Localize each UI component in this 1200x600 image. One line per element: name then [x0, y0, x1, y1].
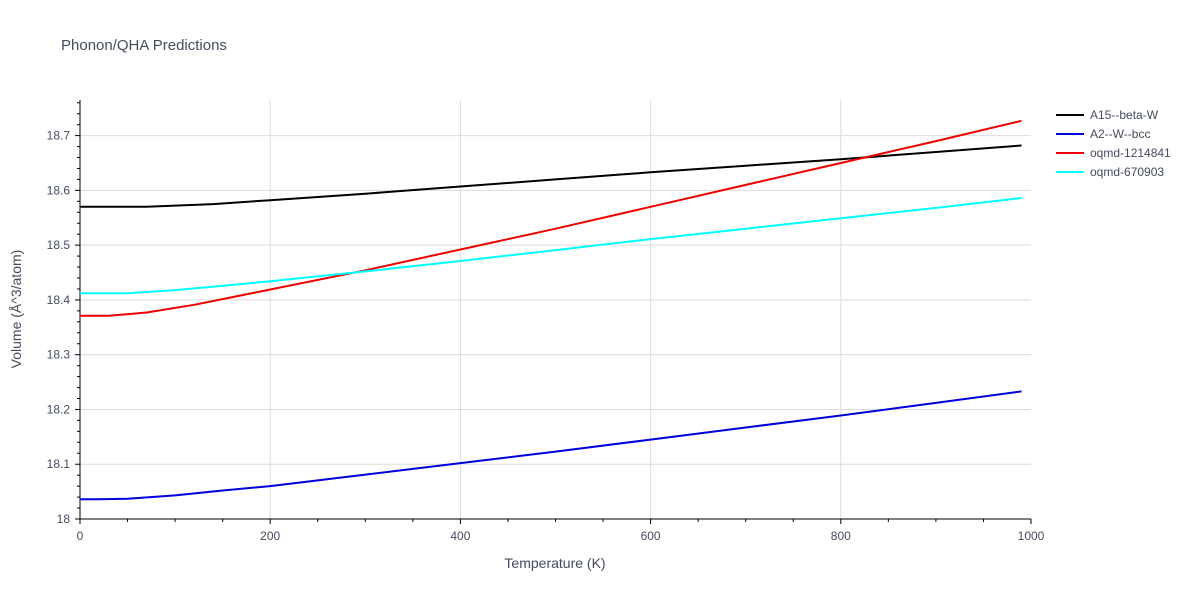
y-tick-label: 18.2	[47, 402, 71, 416]
y-tick-label: 18.4	[47, 293, 71, 307]
x-axis-ticks: 0 200 400 600 800 1000	[77, 519, 1045, 543]
x-tick-label: 200	[260, 529, 280, 543]
series-line-A15--beta-W	[80, 144, 1022, 208]
legend-item-label: oqmd-1214841	[1090, 146, 1171, 160]
series-line-oqmd-1214841	[80, 119, 1022, 317]
x-axis-title: Temperature (K)	[504, 555, 605, 571]
y-tick-label: 18	[57, 512, 71, 526]
y-tick-label: 18.1	[47, 457, 71, 471]
series-lines	[80, 119, 1022, 501]
series-line-A2--W--bcc	[80, 390, 1022, 501]
y-tick-label: 18.3	[47, 348, 71, 362]
x-tick-label: 1000	[1018, 529, 1045, 543]
x-tick-label: 400	[450, 529, 470, 543]
chart-title: Phonon/QHA Predictions	[61, 37, 227, 54]
legend-item-label: A15--beta-W	[1090, 108, 1159, 122]
y-axis-title: Volume (Å^3/atom)	[8, 250, 24, 369]
x-tick-label: 0	[77, 529, 84, 543]
x-tick-label: 800	[831, 529, 851, 543]
legend-item-label: A2--W--bcc	[1090, 127, 1150, 141]
legend[interactable]: A15--beta-W A2--W--bcc oqmd-1214841 oqmd-67…	[1056, 108, 1171, 179]
y-axis-ticks: 18 18.1 18.2 18.3 18.4 18.5 18.6 18.7	[47, 102, 80, 526]
x-tick-label: 600	[641, 529, 661, 543]
grid	[80, 100, 1031, 519]
y-tick-label: 18.7	[47, 129, 71, 143]
y-tick-label: 18.5	[47, 238, 71, 252]
y-tick-label: 18.6	[47, 183, 71, 197]
legend-item-label: oqmd-670903	[1090, 165, 1164, 179]
series-line-oqmd-670903	[80, 197, 1022, 295]
